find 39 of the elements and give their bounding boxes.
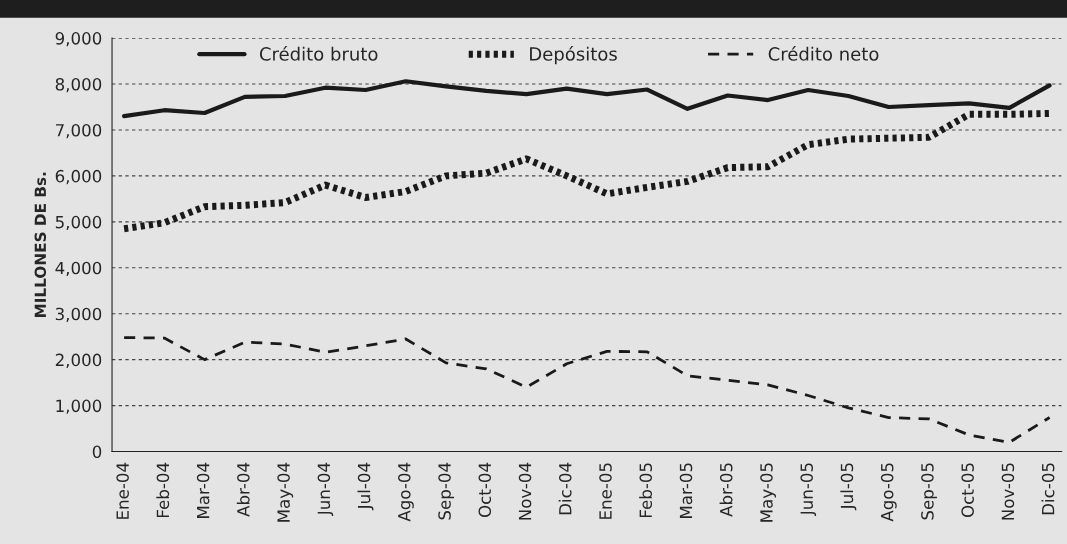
y-tick-label: 8,000 [55,77,102,93]
x-tick-label: Jul-04 [357,462,374,511]
x-tick-label: Sep-04 [438,462,455,520]
x-tick-label: Nov-05 [1001,463,1015,520]
x-tick-label: Feb-05 [639,463,653,518]
x-tick-label: Feb-04 [156,462,170,518]
x-tick-label: Sep-05 [921,463,937,520]
x-tick-label: Abr-04 [236,462,250,517]
line-series [122,336,1051,444]
x-tick-label: Dic-04 [558,462,572,515]
x-tick-label: Jun-05 [800,463,817,517]
x-tick-label: Nov-04 [518,462,532,520]
x-tick-label: Oct-05 [961,463,974,518]
x-tick-label: Oct-04 [478,462,492,518]
y-tick-label: 3,000 [55,307,102,322]
x-tick-label: Ene-05 [599,463,612,519]
x-tick-label: May-04 [277,462,294,522]
x-tick-label: Dic-05 [1041,463,1055,515]
y-axis-title: MILLONES DE Bs. [34,172,47,318]
y-tick-label: 5,000 [55,215,102,231]
y-tick-label: 0 [92,445,102,459]
x-tick-label: May-05 [760,463,776,522]
x-tick-label: Ene-04 [116,462,129,519]
x-tick-label: Abr-05 [719,463,733,517]
y-tick-label: 6,000 [55,169,102,185]
y-tick-label: 1,000 [56,399,102,414]
y-tick-label: 2,000 [55,353,102,368]
legend-label: Depósitos [530,46,617,65]
x-tick-label: Mar-04 [196,462,210,518]
y-tick-label: 7,000 [55,123,102,139]
x-tick-label: Mar-05 [679,463,693,518]
y-tick-label: 4,000 [55,261,102,277]
x-tick-label: Ago-05 [880,463,897,522]
legend-label: Crédito neto [768,46,879,61]
x-tick-label: Jun-04 [317,462,334,517]
x-tick-label: Jul-05 [840,463,857,511]
y-tick-label: 9,000 [55,32,102,47]
legend-label: Crédito bruto [259,46,378,61]
x-tick-label: Ago-04 [398,462,414,522]
